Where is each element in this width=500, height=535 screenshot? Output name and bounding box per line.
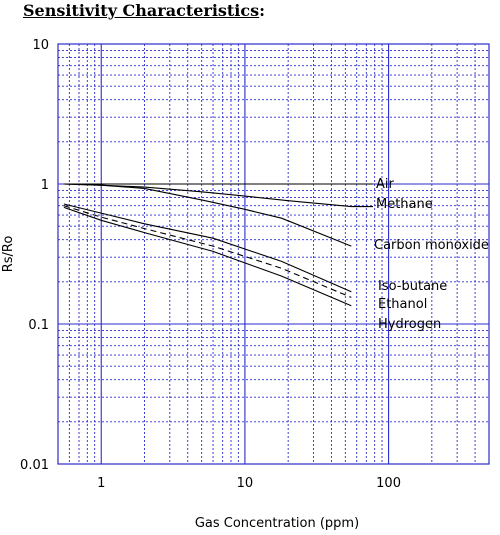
series-label: Air — [376, 177, 395, 192]
series-label: Iso-butane — [378, 279, 447, 294]
series-line — [63, 183, 352, 208]
series-line — [63, 183, 352, 247]
chart-heading-title: Sensitivity Characteristics — [23, 1, 260, 20]
y-tick-label: 1 — [41, 178, 49, 193]
y-axis-label: Rs/Ro — [1, 236, 16, 273]
series-line — [63, 206, 352, 307]
y-tick-label: 0.1 — [28, 318, 49, 333]
series-line — [63, 203, 352, 293]
chart-heading-colon: : — [259, 1, 266, 20]
series-label: Hydrogen — [378, 317, 441, 332]
chart-heading: Sensitivity Characteristics: — [23, 1, 265, 20]
grid — [57, 44, 490, 465]
series-line — [63, 205, 352, 298]
series-label: Ethanol — [378, 297, 427, 312]
tick-labels: 1 10 100 10 1 0.1 0.01 — [20, 38, 401, 491]
x-tick-label: 10 — [237, 476, 254, 491]
x-axis-label: Gas Concentration (ppm) — [195, 516, 359, 531]
y-tick-label: 0.01 — [20, 458, 49, 473]
series-label: Carbon monoxide — [374, 238, 489, 253]
series-lines — [63, 183, 373, 307]
series-label: Methane — [376, 197, 433, 212]
series-labels: Air Methane Carbon monoxide Iso-butane Ethan… — [374, 177, 489, 332]
plot-frame — [57, 43, 490, 465]
x-tick-label: 100 — [376, 476, 401, 491]
y-tick-label: 10 — [32, 38, 49, 53]
x-tick-label: 1 — [97, 476, 105, 491]
